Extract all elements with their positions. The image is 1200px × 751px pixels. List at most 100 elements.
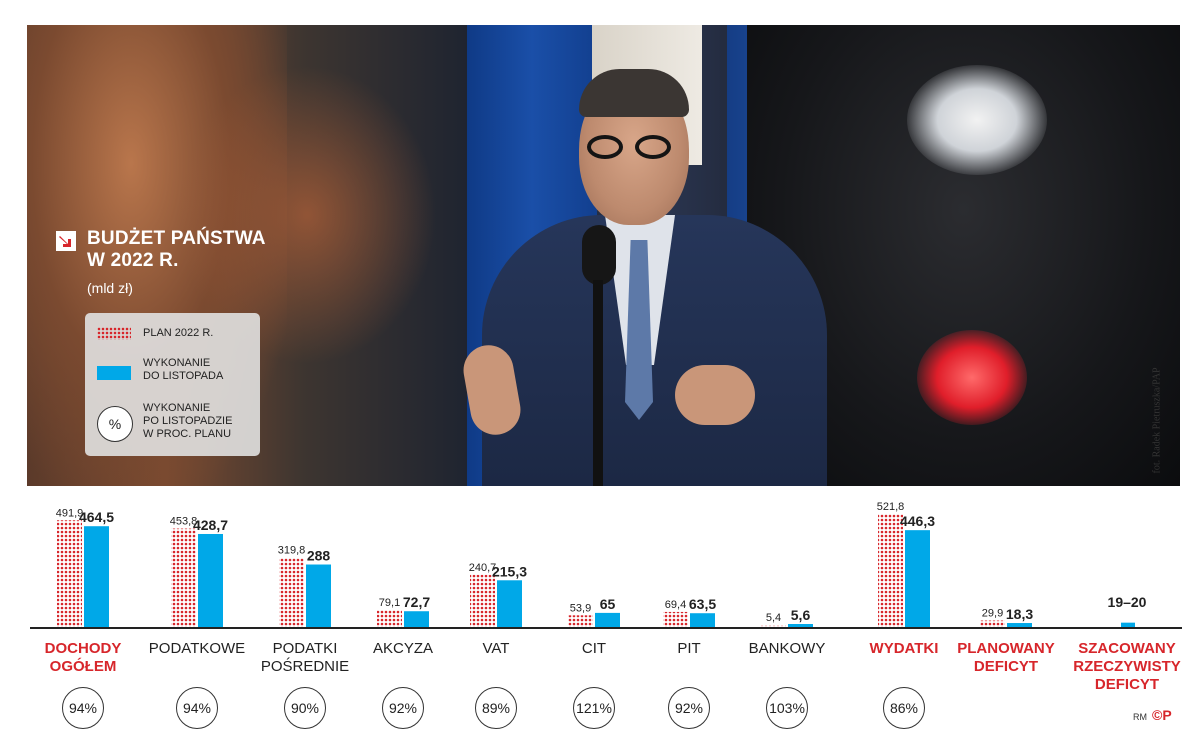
category-label-line: POŚREDNIE bbox=[260, 658, 350, 675]
legend-label-pct-2: PO LISTOPADZIE bbox=[143, 415, 233, 427]
label-plan-1: 453,8 bbox=[170, 516, 198, 528]
bar-plan-6 bbox=[663, 611, 688, 627]
bar-exec-8 bbox=[905, 530, 930, 627]
camera-light-white bbox=[907, 65, 1047, 175]
bar-exec-0 bbox=[84, 526, 109, 627]
category-label-line: RZECZYWISTY bbox=[1073, 658, 1181, 675]
legend: PLAN 2022 R. WYKONANIE DO LISTOPADA % WY… bbox=[85, 313, 260, 456]
budget-chart: 491,9 464,5 453,8 428,7 319,8 288 79,1 72,7 240,… bbox=[0, 486, 1200, 751]
category-label-line: BANKOWY bbox=[748, 640, 826, 657]
legend-label-exec-1: WYKONANIE bbox=[143, 357, 211, 369]
bar-exec-9 bbox=[1007, 623, 1032, 627]
label-plan-8: 521,8 bbox=[877, 501, 905, 513]
legend-swatch-plan bbox=[97, 327, 131, 340]
category-label-5: CIT bbox=[534, 640, 654, 658]
chart-unit: (mld zł) bbox=[87, 280, 133, 296]
category-label-8: WYDATKI bbox=[844, 640, 964, 658]
legend-label-pct-3: W PROC. PLANU bbox=[143, 428, 232, 440]
label-plan-0: 491,9 bbox=[56, 507, 84, 519]
percent-circle-0: 94% bbox=[62, 687, 104, 729]
label-plan-3: 79,1 bbox=[379, 597, 400, 609]
category-label-line: WYDATKI bbox=[869, 640, 939, 657]
category-label-line: DOCHODY bbox=[44, 640, 122, 657]
label-plan-6: 69,4 bbox=[665, 599, 686, 611]
category-label-1: PODATKOWE bbox=[137, 640, 257, 658]
label-plan-7: 5,4 bbox=[766, 612, 781, 624]
label-plan-5: 53,9 bbox=[570, 602, 591, 614]
category-label-line: VAT bbox=[482, 640, 510, 657]
category-label-line: SZACOWANY bbox=[1078, 640, 1176, 657]
label-exec-2: 288 bbox=[307, 548, 331, 564]
photo-credit: fot. Radek Pietruszka/PAP bbox=[1151, 367, 1163, 474]
label-exec-10: 19–20 bbox=[1108, 594, 1147, 610]
percent-circle-3: 92% bbox=[382, 687, 424, 729]
legend-label-pct-1: WYKONANIE bbox=[143, 402, 211, 414]
label-exec-8: 446,3 bbox=[900, 513, 935, 529]
category-label-4: VAT bbox=[436, 640, 556, 658]
bar-plan-3 bbox=[377, 609, 402, 627]
category-label-line: AKCYZA bbox=[372, 640, 433, 657]
category-label-line: DEFICYT bbox=[1094, 676, 1160, 693]
label-plan-4: 240,7 bbox=[469, 562, 497, 574]
category-label-line: PODATKI bbox=[272, 640, 338, 657]
bar-exec-1 bbox=[198, 533, 223, 627]
label-exec-4: 215,3 bbox=[492, 563, 527, 579]
bar-plan-5 bbox=[568, 615, 593, 627]
label-exec-1: 428,7 bbox=[193, 517, 228, 533]
label-exec-0: 464,5 bbox=[79, 509, 114, 525]
percent-circle-1: 94% bbox=[176, 687, 218, 729]
bar-exec-2 bbox=[306, 564, 331, 627]
category-label-3: AKCYZA bbox=[343, 640, 463, 658]
category-label-line: DEFICYT bbox=[973, 658, 1039, 675]
category-label-line: PIT bbox=[677, 640, 701, 657]
camera-light-red bbox=[917, 330, 1027, 425]
bar-plan-1 bbox=[171, 528, 196, 627]
label-exec-9: 18,3 bbox=[1006, 606, 1033, 622]
category-label-2: PODATKI POŚREDNIE bbox=[245, 640, 365, 676]
bar-plan-4 bbox=[470, 574, 495, 627]
glasses bbox=[587, 135, 679, 161]
label-exec-7: 5,6 bbox=[791, 607, 811, 623]
bar-plan-9 bbox=[980, 620, 1005, 627]
chart-title: BUDŻET PAŃSTWA bbox=[87, 228, 266, 249]
label-exec-6: 63,5 bbox=[689, 596, 716, 612]
bar-exec-6 bbox=[690, 613, 715, 627]
legend-label-exec-2: DO LISTOPADA bbox=[143, 370, 224, 382]
percent-circle-4: 89% bbox=[475, 687, 517, 729]
category-label-0: DOCHODY OGÓŁEM bbox=[23, 640, 143, 676]
author-initials: RM bbox=[1133, 712, 1147, 722]
arrow-down-right-icon bbox=[56, 231, 76, 251]
bar-exec-4 bbox=[497, 580, 522, 627]
bar-plan-8 bbox=[878, 513, 903, 627]
publisher-logo: ©P bbox=[1152, 707, 1172, 723]
label-exec-5: 65 bbox=[600, 596, 616, 612]
category-label-line: PLANOWANY bbox=[957, 640, 1055, 657]
microphone bbox=[582, 225, 616, 285]
bar-exec-3 bbox=[404, 611, 429, 627]
category-label-7: BANKOWY bbox=[727, 640, 847, 658]
label-plan-9: 29,9 bbox=[982, 608, 1003, 620]
photo: fot. Radek Pietruszka/PAP bbox=[27, 25, 1180, 486]
category-label-line: PODATKOWE bbox=[148, 640, 246, 657]
bar-exec-7 bbox=[788, 624, 813, 627]
bar-exec-10 bbox=[1121, 622, 1135, 627]
category-label-line: CIT bbox=[581, 640, 607, 657]
legend-percent-circle: % bbox=[97, 406, 133, 442]
bar-plan-7 bbox=[761, 625, 786, 627]
percent-circle-2: 90% bbox=[284, 687, 326, 729]
bar-plan-2 bbox=[279, 557, 304, 627]
percent-circle-8: 86% bbox=[883, 687, 925, 729]
bar-plan-0 bbox=[57, 520, 82, 627]
label-exec-3: 72,7 bbox=[403, 594, 430, 610]
percent-circle-7: 103% bbox=[766, 687, 808, 729]
legend-label-plan: PLAN 2022 R. bbox=[143, 327, 214, 339]
category-label-9: PLANOWANY DEFICYT bbox=[946, 640, 1066, 676]
category-label-line: OGÓŁEM bbox=[49, 658, 117, 675]
percent-circle-6: 92% bbox=[668, 687, 710, 729]
category-label-6: PIT bbox=[629, 640, 749, 658]
label-plan-2: 319,8 bbox=[278, 545, 306, 557]
bar-exec-5 bbox=[595, 612, 620, 627]
chart-title-year: W 2022 R. bbox=[87, 250, 179, 271]
legend-swatch-exec bbox=[97, 366, 131, 380]
